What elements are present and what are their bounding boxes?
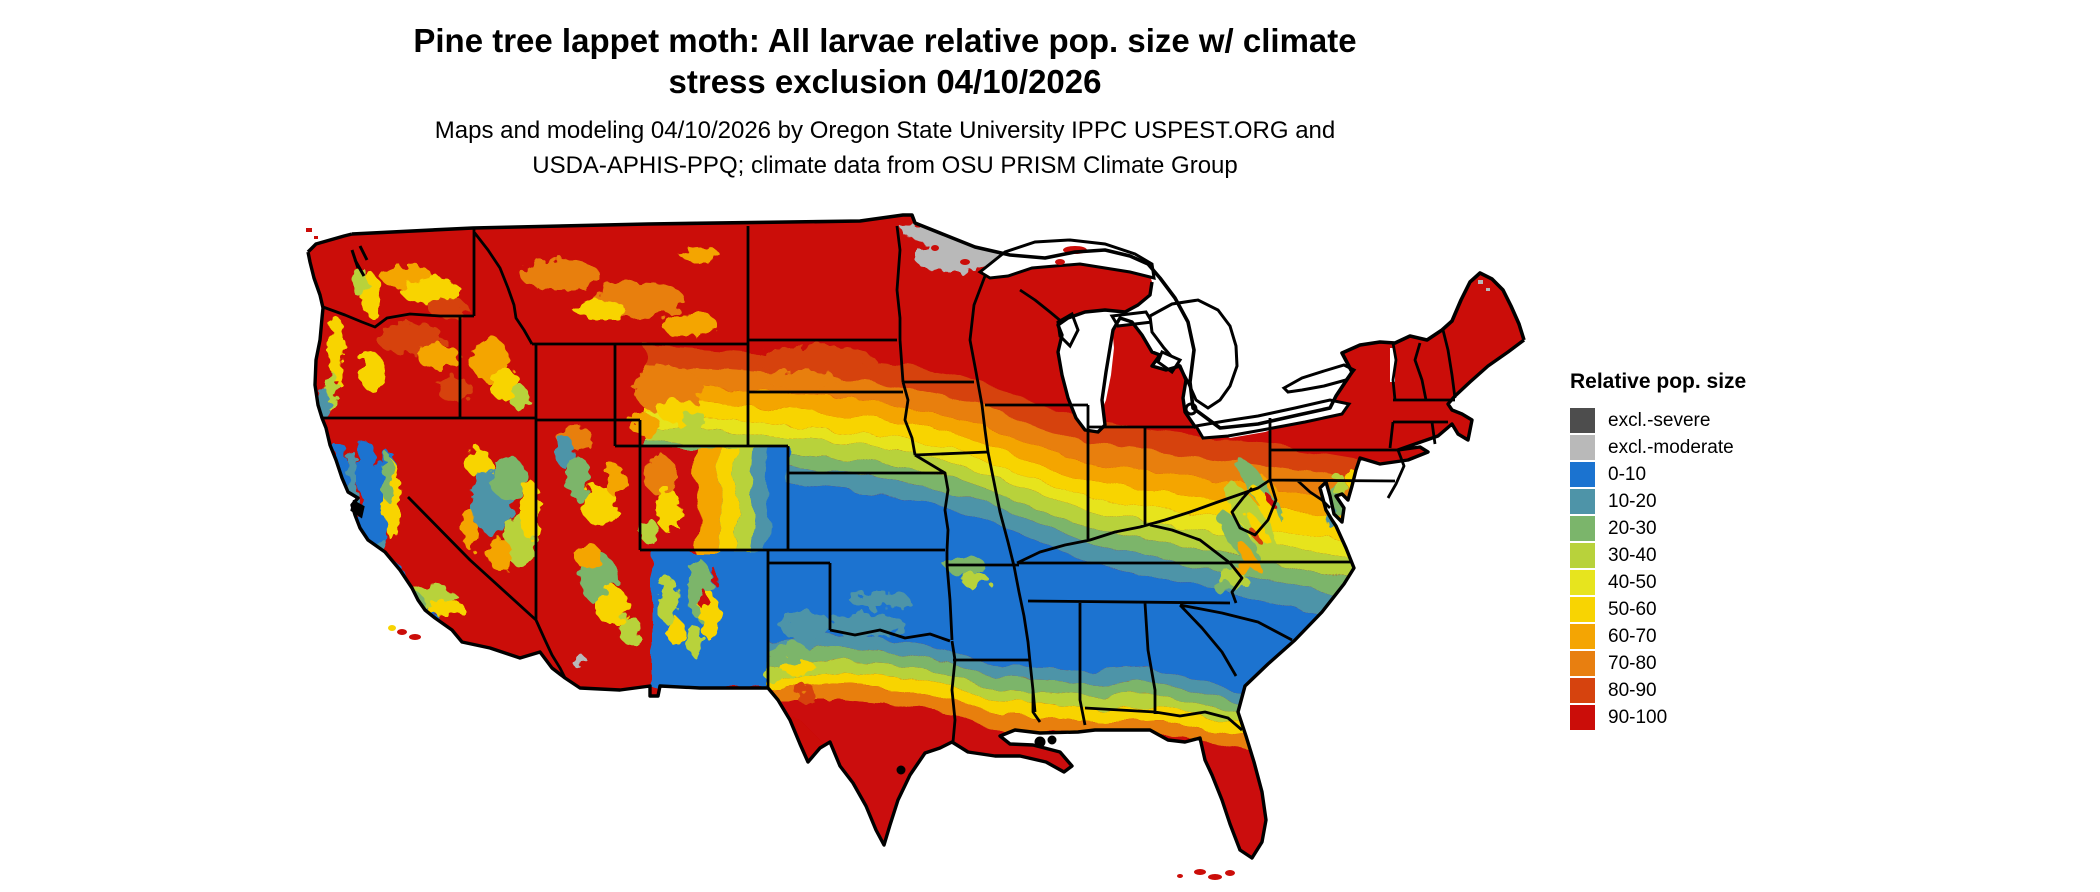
legend-swatch-90-100 <box>1570 705 1595 730</box>
water-details <box>350 245 1057 775</box>
international-border <box>351 213 1526 430</box>
legend-label: 0-10 <box>1608 463 1647 485</box>
legend: Relative pop. size excl.-severe excl.-mo… <box>1570 370 1830 732</box>
legend-item: 70-80 <box>1570 651 1830 676</box>
legend-label: 20-30 <box>1608 517 1657 539</box>
map-title-line1: Pine tree lappet moth: All larvae relati… <box>413 22 1357 59</box>
legend-label: 60-70 <box>1608 625 1657 647</box>
legend-label: excl.-severe <box>1608 409 1711 431</box>
legend-item: 50-60 <box>1570 597 1830 622</box>
legend-label: 80-90 <box>1608 679 1657 701</box>
map-subtitle-line2: USDA-APHIS-PPQ; climate data from OSU PR… <box>532 152 1238 179</box>
legend-item: 10-20 <box>1570 489 1830 514</box>
legend-item: 80-90 <box>1570 678 1830 703</box>
map-title: Pine tree lappet moth: All larvae relati… <box>285 20 1485 102</box>
legend-label: 30-40 <box>1608 544 1657 566</box>
legend-swatch-excl-moderate <box>1570 435 1595 460</box>
legend-label: 50-60 <box>1608 598 1657 620</box>
legend-item: 30-40 <box>1570 543 1830 568</box>
legend-swatch-20-30 <box>1570 516 1595 541</box>
map-raster-layers <box>308 215 1524 858</box>
lake-champlain <box>1390 348 1395 382</box>
legend-item: excl.-severe <box>1570 408 1830 433</box>
legend-swatch-50-60 <box>1570 597 1595 622</box>
legend-item: 20-30 <box>1570 516 1830 541</box>
legend-label: 70-80 <box>1608 652 1657 674</box>
legend-swatch-0-10 <box>1570 462 1595 487</box>
legend-swatch-80-90 <box>1570 678 1595 703</box>
legend-item: 60-70 <box>1570 624 1830 649</box>
coastline-outline <box>306 232 1526 860</box>
legend-swatch-30-40 <box>1570 543 1595 568</box>
legend-label: 90-100 <box>1608 706 1668 728</box>
legend-item: 90-100 <box>1570 705 1830 730</box>
legend-swatch-70-80 <box>1570 651 1595 676</box>
map-subtitle: Maps and modeling 04/10/2026 by Oregon S… <box>285 113 1485 183</box>
legend-item: excl.-moderate <box>1570 435 1830 460</box>
legend-title: Relative pop. size <box>1570 370 1747 393</box>
legend-item: 0-10 <box>1570 462 1830 487</box>
legend-item: 40-50 <box>1570 570 1830 595</box>
legend-label: 40-50 <box>1608 571 1657 593</box>
map-specks <box>306 228 1490 880</box>
map-subtitle-line1: Maps and modeling 04/10/2026 by Oregon S… <box>434 117 1336 144</box>
map-title-line2: stress exclusion 04/10/2026 <box>668 63 1102 100</box>
legend-label: excl.-moderate <box>1608 436 1734 458</box>
legend-swatch-60-70 <box>1570 624 1595 649</box>
legend-swatch-excl-severe <box>1570 408 1595 433</box>
legend-swatch-10-20 <box>1570 489 1595 514</box>
state-borders <box>322 225 1457 743</box>
legend-label: 10-20 <box>1608 490 1657 512</box>
legend-swatch-40-50 <box>1570 570 1595 595</box>
